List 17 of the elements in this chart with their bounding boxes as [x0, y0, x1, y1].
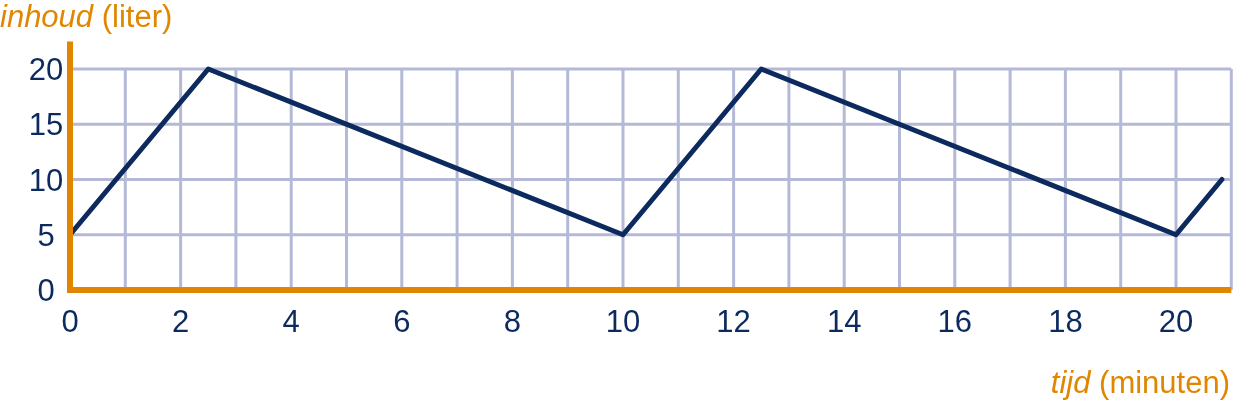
- x-tick-label: 14: [826, 304, 862, 339]
- x-tick-label: 16: [937, 304, 973, 339]
- x-tick-label: 4: [282, 304, 300, 339]
- x-tick-label: 6: [393, 304, 411, 339]
- y-tick-label: 20: [28, 52, 64, 87]
- x-tick-label: 2: [171, 304, 190, 339]
- y-tick-label: 15: [28, 107, 64, 143]
- y-tick-label: 0: [37, 273, 55, 308]
- y-axis-title: inhoud (liter): [0, 0, 173, 34]
- x-tick-label: 8: [503, 304, 522, 339]
- x-tick-label: 12: [716, 304, 751, 339]
- x-tick-label: 20: [1158, 304, 1194, 339]
- x-axis-title: tijd (minuten): [1050, 365, 1230, 400]
- x-tick-label: 10: [605, 304, 641, 339]
- x-tick-label: 18: [1048, 304, 1083, 339]
- y-tick-label: 10: [28, 162, 64, 198]
- y-tick-label: 5: [37, 217, 55, 253]
